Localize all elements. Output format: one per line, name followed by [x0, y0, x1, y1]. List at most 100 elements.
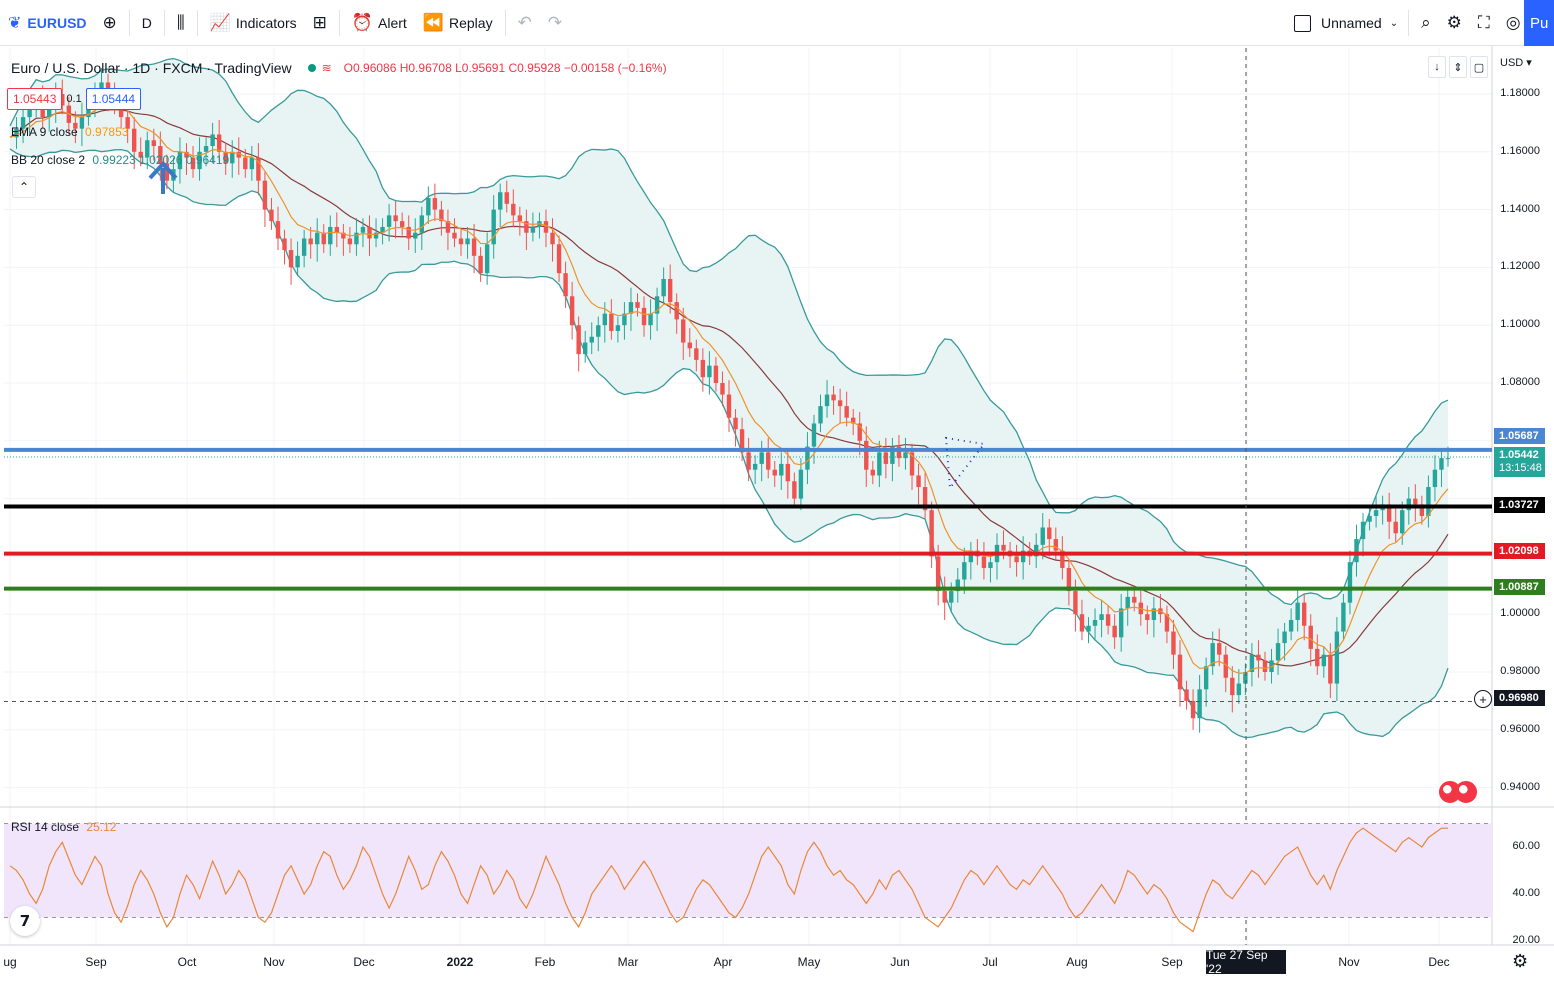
candle-body	[569, 296, 575, 326]
undo-button[interactable]: ↶	[510, 0, 540, 46]
rsi-legend[interactable]: RSI 14 close 25.12	[11, 820, 116, 834]
candle-body	[752, 463, 758, 470]
candle-body	[1066, 567, 1072, 592]
settings-button[interactable]: ⚙	[1439, 0, 1470, 46]
candle-body	[654, 296, 660, 314]
candle-body	[1308, 625, 1313, 649]
candle-body	[20, 117, 26, 129]
fullscreen-button[interactable]: ⛶	[1470, 0, 1498, 46]
candle-body	[785, 463, 791, 482]
collapse-legend-button[interactable]: ⌃	[12, 176, 36, 198]
candle-body	[380, 226, 385, 233]
candle-body	[739, 429, 745, 453]
candle-body	[1413, 498, 1418, 505]
candle-body	[687, 342, 692, 349]
time-tick-label: Dec	[353, 955, 375, 969]
candle-body	[203, 146, 209, 152]
bb-legend[interactable]: BB 20 close 2 0.99223 1.02026 0.96419	[11, 153, 229, 167]
indicators-button[interactable]: 📈 Indicators	[202, 0, 305, 46]
economic-events-icon[interactable]	[1439, 781, 1477, 803]
buy-button[interactable]: 1.05444	[85, 88, 142, 110]
interval-button[interactable]: D	[134, 0, 160, 46]
sell-button[interactable]: 1.05443	[7, 88, 63, 110]
collapse-pane-button[interactable]: ⇕	[1449, 56, 1467, 78]
candle-body	[890, 446, 895, 464]
chart-area[interactable]	[0, 46, 1554, 984]
publish-button[interactable]: Pu	[1524, 0, 1554, 46]
candle-body	[1203, 666, 1209, 690]
candle-body	[949, 591, 954, 603]
candle-body	[1243, 672, 1248, 684]
candle-body	[125, 117, 130, 129]
snapshot-button[interactable]: ◎	[1498, 0, 1529, 46]
current-price-tag: 1.05442 13:15:48	[1494, 447, 1545, 477]
symbol-legend[interactable]: Euro / U.S. Dollar · 1D · FXCM · Trading…	[11, 60, 667, 76]
candle-body	[589, 336, 594, 343]
maximize-pane-button[interactable]: ▢	[1470, 56, 1488, 78]
spread-value: 0.1	[66, 93, 82, 105]
price-tick-label: 1.00000	[1500, 607, 1540, 620]
toolbar-divider	[1408, 10, 1410, 36]
chart-type-button[interactable]: ⫼	[169, 0, 193, 46]
candle-body	[223, 151, 228, 164]
crosshair-price-tag: 0.96980	[1494, 690, 1545, 706]
ema-legend[interactable]: EMA 9 close 0.97853	[11, 125, 128, 139]
toolbar-divider	[163, 9, 165, 36]
candle-body	[759, 452, 764, 464]
candle-body	[1406, 498, 1411, 511]
candle-body	[308, 238, 313, 245]
bollinger-upper-line	[9, 57, 1449, 606]
candle-body	[498, 192, 503, 210]
maximize-icon: ▢	[1473, 61, 1485, 74]
grid-icon: ⊞	[312, 12, 327, 32]
compare-button[interactable]: ⊕	[95, 0, 125, 46]
candle-body	[1256, 654, 1261, 661]
time-tick-label: Sep	[1161, 955, 1183, 969]
candle-body	[1164, 614, 1170, 632]
candle-body	[713, 365, 719, 383]
tradingview-logo[interactable]: 𝟳	[10, 906, 40, 936]
move-down-button[interactable]: ↓	[1428, 56, 1446, 78]
templates-button[interactable]: ⊞	[305, 0, 335, 46]
candle-body	[236, 151, 241, 158]
candle-body	[831, 394, 836, 401]
add-alert-button[interactable]: +	[1474, 690, 1492, 708]
candle-body	[962, 562, 967, 580]
search-button[interactable]: ⌕	[1413, 0, 1439, 46]
candle-body	[1426, 487, 1431, 516]
replay-button[interactable]: ⏪ Replay	[415, 0, 501, 46]
candle-body	[1275, 643, 1281, 661]
candle-body	[484, 244, 490, 274]
candle-body	[511, 203, 516, 216]
candle-body	[667, 278, 673, 303]
candle-body	[870, 469, 875, 476]
candle-body	[1262, 660, 1268, 672]
alert-button[interactable]: ⏰ Alert	[344, 0, 415, 46]
candle-body	[328, 226, 333, 245]
candle-body	[922, 487, 928, 511]
currency-label: USD	[1500, 57, 1524, 69]
candle-body	[916, 475, 921, 488]
redo-button[interactable]: ↷	[540, 0, 570, 46]
candle-body	[262, 180, 268, 210]
chart-canvas[interactable]	[0, 46, 1554, 984]
candle-body	[1367, 515, 1372, 522]
candle-body	[1132, 596, 1137, 603]
candle-body	[478, 255, 483, 274]
candle-body	[275, 221, 281, 239]
layout-square-icon	[1294, 14, 1311, 32]
candle-body	[73, 122, 78, 129]
candle-body	[955, 579, 960, 592]
candle-body	[1177, 654, 1183, 690]
candle-body	[1125, 596, 1130, 609]
candle-body	[1086, 625, 1091, 632]
time-tick-label: May	[797, 955, 821, 969]
candle-body	[935, 556, 941, 592]
symbol-search-button[interactable]: ❦ EURUSD	[0, 0, 95, 46]
axis-settings-gear-icon[interactable]: ⚙	[1512, 951, 1529, 971]
layout-button[interactable]: Unnamed ⌄	[1286, 0, 1404, 46]
candle-body	[746, 452, 751, 470]
price-tick-label: 0.98000	[1500, 665, 1540, 677]
currency-menu[interactable]: USD ▾	[1500, 57, 1532, 69]
price-tick-label: 1.10000	[1500, 318, 1540, 331]
